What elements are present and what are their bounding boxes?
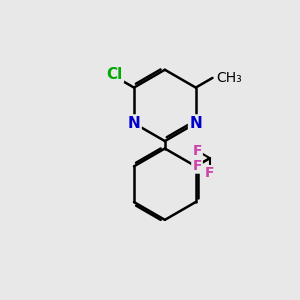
Text: Cl: Cl bbox=[106, 67, 123, 82]
Text: N: N bbox=[189, 116, 202, 131]
Text: F: F bbox=[192, 144, 202, 158]
Text: F: F bbox=[192, 159, 202, 172]
Text: F: F bbox=[205, 166, 215, 180]
Text: CH₃: CH₃ bbox=[216, 71, 242, 85]
Text: N: N bbox=[128, 116, 140, 131]
